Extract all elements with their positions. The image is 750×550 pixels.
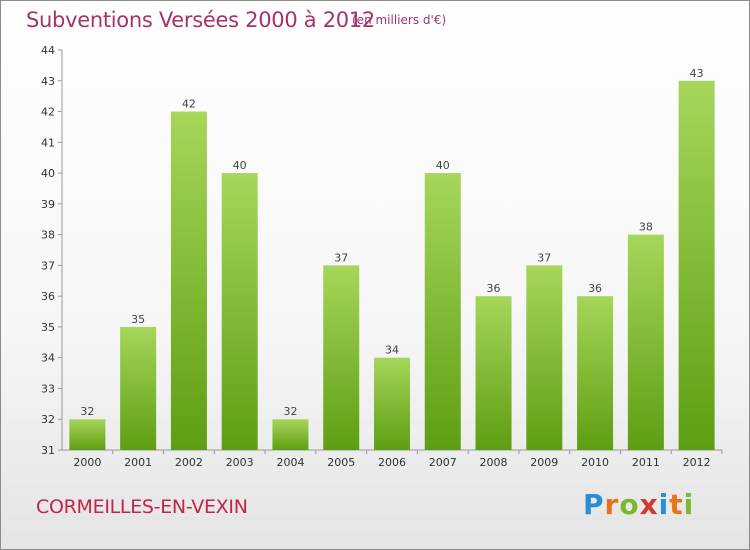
bar-value-label: 36: [487, 282, 501, 295]
bar-value-label: 43: [690, 67, 704, 80]
bar-value-label: 38: [639, 221, 653, 234]
y-tick-label: 43: [41, 75, 55, 88]
brand-letter: t: [669, 488, 684, 521]
bar: [323, 265, 360, 450]
bar-value-label: 32: [80, 405, 94, 418]
chart-title: Subventions Versées 2000 à 2012: [26, 8, 375, 32]
bar-value-label: 37: [334, 251, 348, 264]
brand-letter: i: [683, 488, 695, 521]
bar-value-label: 34: [385, 344, 399, 357]
y-tick-label: 41: [41, 136, 55, 149]
brand-letter: o: [619, 488, 640, 521]
x-tick-label: 2009: [530, 456, 558, 469]
x-tick-label: 2006: [378, 456, 406, 469]
bar: [577, 296, 614, 450]
chart-subtitle: (en milliers d'€): [352, 13, 447, 27]
bar: [120, 326, 157, 450]
bar: [374, 357, 410, 450]
x-tick-label: 2011: [632, 456, 660, 469]
x-tick-label: 2000: [73, 456, 101, 469]
city-name: CORMEILLES-EN-VEXIN: [36, 496, 248, 518]
bar: [678, 80, 715, 451]
brand-letter: i: [658, 488, 670, 521]
x-tick-label: 2008: [480, 456, 508, 469]
y-tick-label: 36: [41, 290, 55, 303]
bar: [424, 173, 461, 451]
y-tick-label: 31: [41, 444, 55, 457]
bar-value-label: 32: [283, 405, 297, 418]
brand-letter: r: [604, 488, 620, 521]
bar: [475, 296, 512, 450]
bar-value-label: 40: [233, 159, 247, 172]
y-tick-label: 38: [41, 229, 55, 242]
x-tick-label: 2001: [124, 456, 152, 469]
x-tick-label: 2005: [327, 456, 355, 469]
bar: [69, 419, 106, 450]
x-tick-label: 2002: [175, 456, 203, 469]
bar: [170, 111, 207, 451]
bar-value-label: 42: [182, 98, 196, 111]
y-tick-label: 37: [41, 259, 55, 272]
bar-value-label: 36: [588, 282, 602, 295]
y-tick-label: 42: [41, 106, 55, 119]
bar-value-label: 35: [131, 313, 145, 326]
brand-logo: Proxiti: [583, 488, 694, 521]
x-tick-label: 2010: [581, 456, 609, 469]
y-tick-label: 39: [41, 198, 55, 211]
x-tick-label: 2012: [683, 456, 711, 469]
brand-letter: x: [639, 488, 659, 521]
y-tick-label: 44: [41, 44, 55, 57]
y-tick-label: 33: [41, 382, 55, 395]
y-tick-label: 34: [41, 352, 55, 365]
x-tick-label: 2007: [429, 456, 457, 469]
bar: [627, 234, 664, 450]
chart-bars: 32 35 42 40 32 37 34 40 36 37 36 38 43: [69, 67, 715, 451]
y-tick-label: 40: [41, 167, 55, 180]
x-tick-label: 2003: [226, 456, 254, 469]
x-tick-label: 2004: [276, 456, 304, 469]
y-tick-label: 32: [41, 413, 55, 426]
bar: [526, 265, 563, 450]
bar: [272, 419, 309, 450]
bar-value-label: 37: [537, 251, 551, 264]
bar: [221, 173, 258, 451]
bar-value-label: 40: [436, 159, 450, 172]
y-tick-label: 35: [41, 321, 55, 334]
brand-letter: P: [583, 488, 605, 521]
